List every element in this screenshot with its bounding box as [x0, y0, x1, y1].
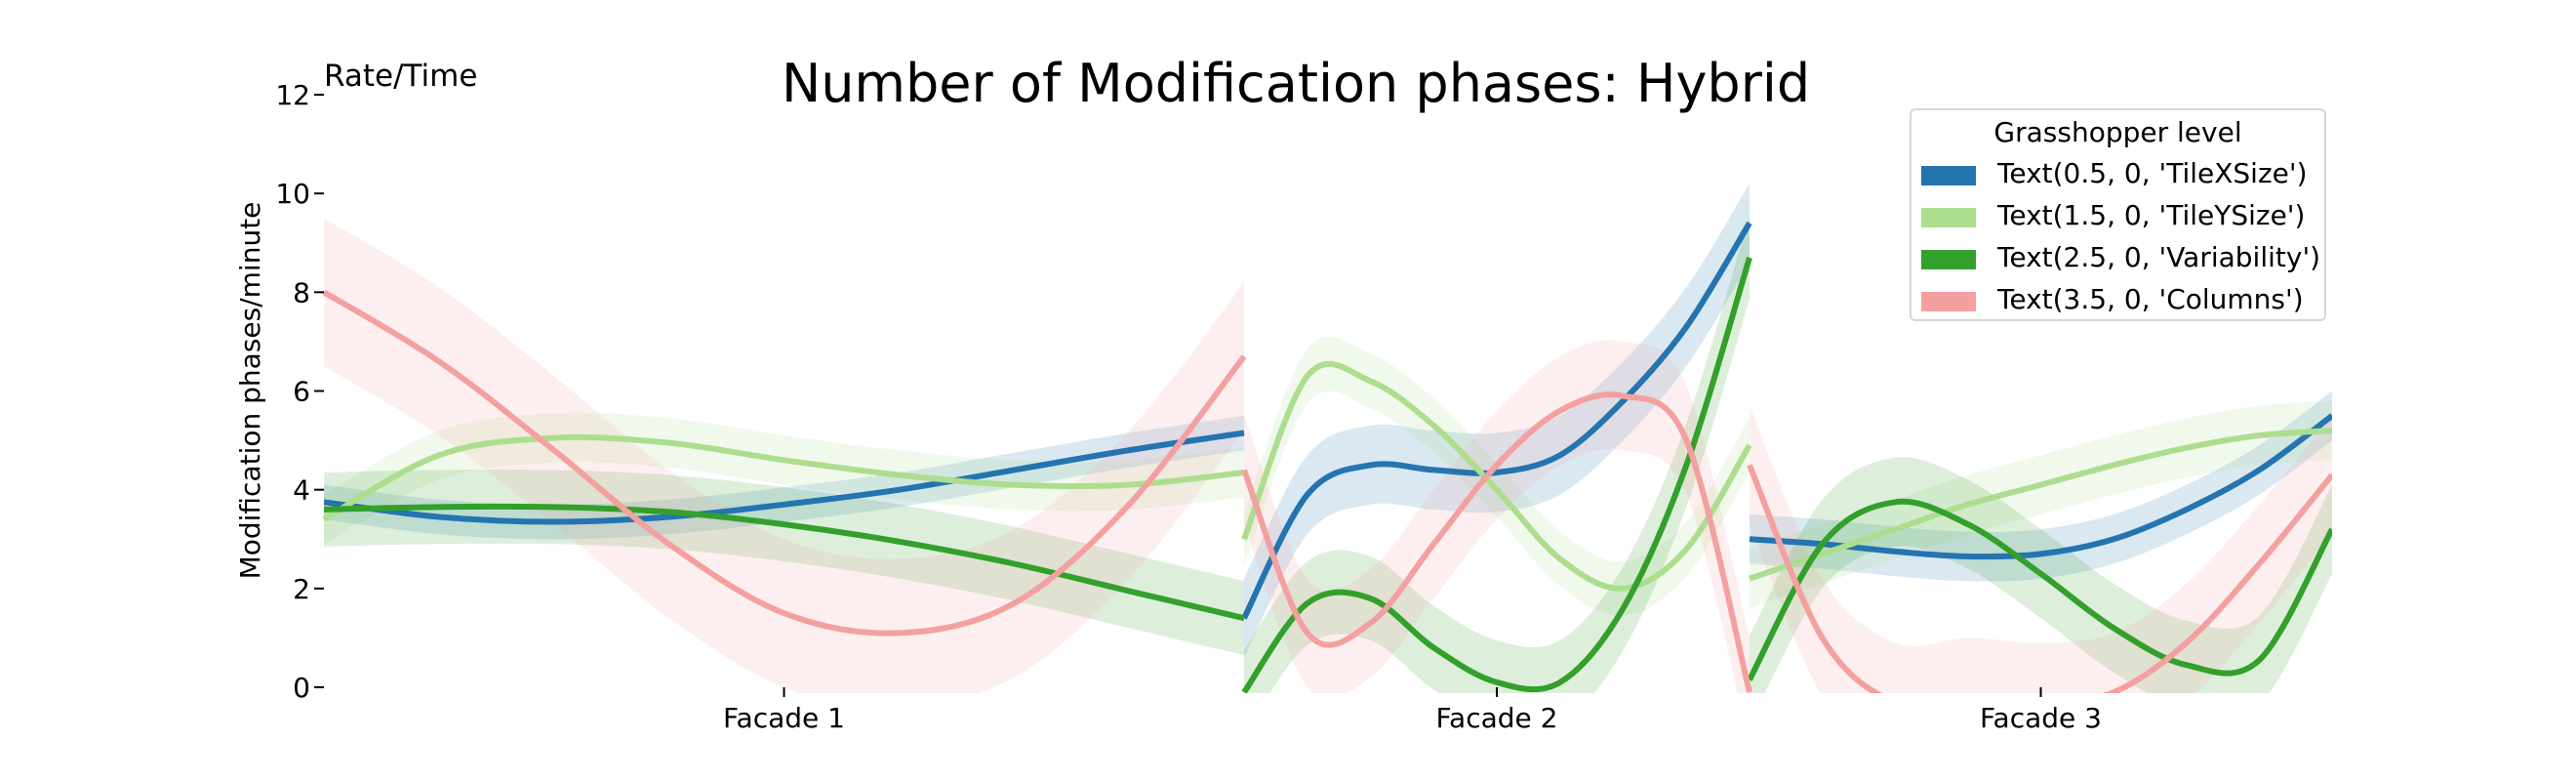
y-axis-label: Modification phases/minute	[234, 202, 266, 580]
series-line	[1747, 464, 2332, 693]
confidence-band	[324, 469, 1244, 656]
y-tick-label: 12	[275, 79, 310, 111]
legend-swatch	[1921, 208, 1976, 227]
confidence-band	[324, 218, 1244, 693]
legend-label: Text(0.5, 0, 'TileXSize')	[1997, 157, 2308, 189]
y-tick-label: 2	[293, 573, 310, 605]
x-tick-label: Facade 2	[1436, 702, 1558, 734]
y-tick-label: 4	[293, 474, 310, 507]
x-tick-label: Facade 1	[723, 702, 845, 734]
legend-label: Text(1.5, 0, 'TileYSize')	[1997, 199, 2306, 231]
series-line	[1241, 221, 1752, 620]
series-line	[1749, 428, 2332, 582]
series-line	[322, 433, 1245, 522]
y-tick-label: 6	[293, 376, 310, 408]
confidence-band	[1244, 215, 1750, 693]
chart-title: Number of Modification phases: Hybrid	[782, 53, 1810, 114]
y-tick-label: 10	[275, 178, 310, 210]
series-line	[323, 430, 1245, 525]
confidence-band	[1750, 390, 2332, 582]
legend-label: Text(2.5, 0, 'Variability')	[1997, 241, 2321, 273]
series-line	[1241, 391, 1752, 693]
legend: Grasshopper level Text(0.5, 0, 'TileXSiz…	[1910, 108, 2326, 321]
series-lines	[322, 221, 2332, 693]
corner-label: Rate/Time	[324, 59, 477, 94]
series-line	[1241, 257, 1752, 693]
legend-swatch	[1921, 166, 1976, 185]
confidence-band	[324, 412, 1244, 545]
series-line	[322, 289, 1247, 637]
legend-label: Text(3.5, 0, 'Columns')	[1997, 283, 2304, 315]
series-line	[1241, 360, 1752, 592]
x-tick-label: Facade 3	[1980, 702, 2102, 734]
legend-swatch	[1921, 292, 1976, 311]
confidence-band	[1244, 336, 1750, 616]
y-tick-label: 8	[293, 276, 310, 308]
confidence-band	[1750, 400, 2332, 609]
series-line	[1747, 498, 2332, 681]
y-tick-label: 0	[293, 672, 310, 704]
confidence-band	[1750, 405, 2332, 693]
y-axis: 0 2 4 6 8 10 12	[275, 79, 324, 704]
legend-title: Grasshopper level	[1993, 116, 2242, 148]
confidence-band	[1244, 340, 1750, 693]
series-line	[323, 503, 1245, 622]
legend-swatch	[1921, 250, 1976, 269]
x-axis: Facade 1 Facade 2 Facade 3	[723, 687, 2102, 734]
